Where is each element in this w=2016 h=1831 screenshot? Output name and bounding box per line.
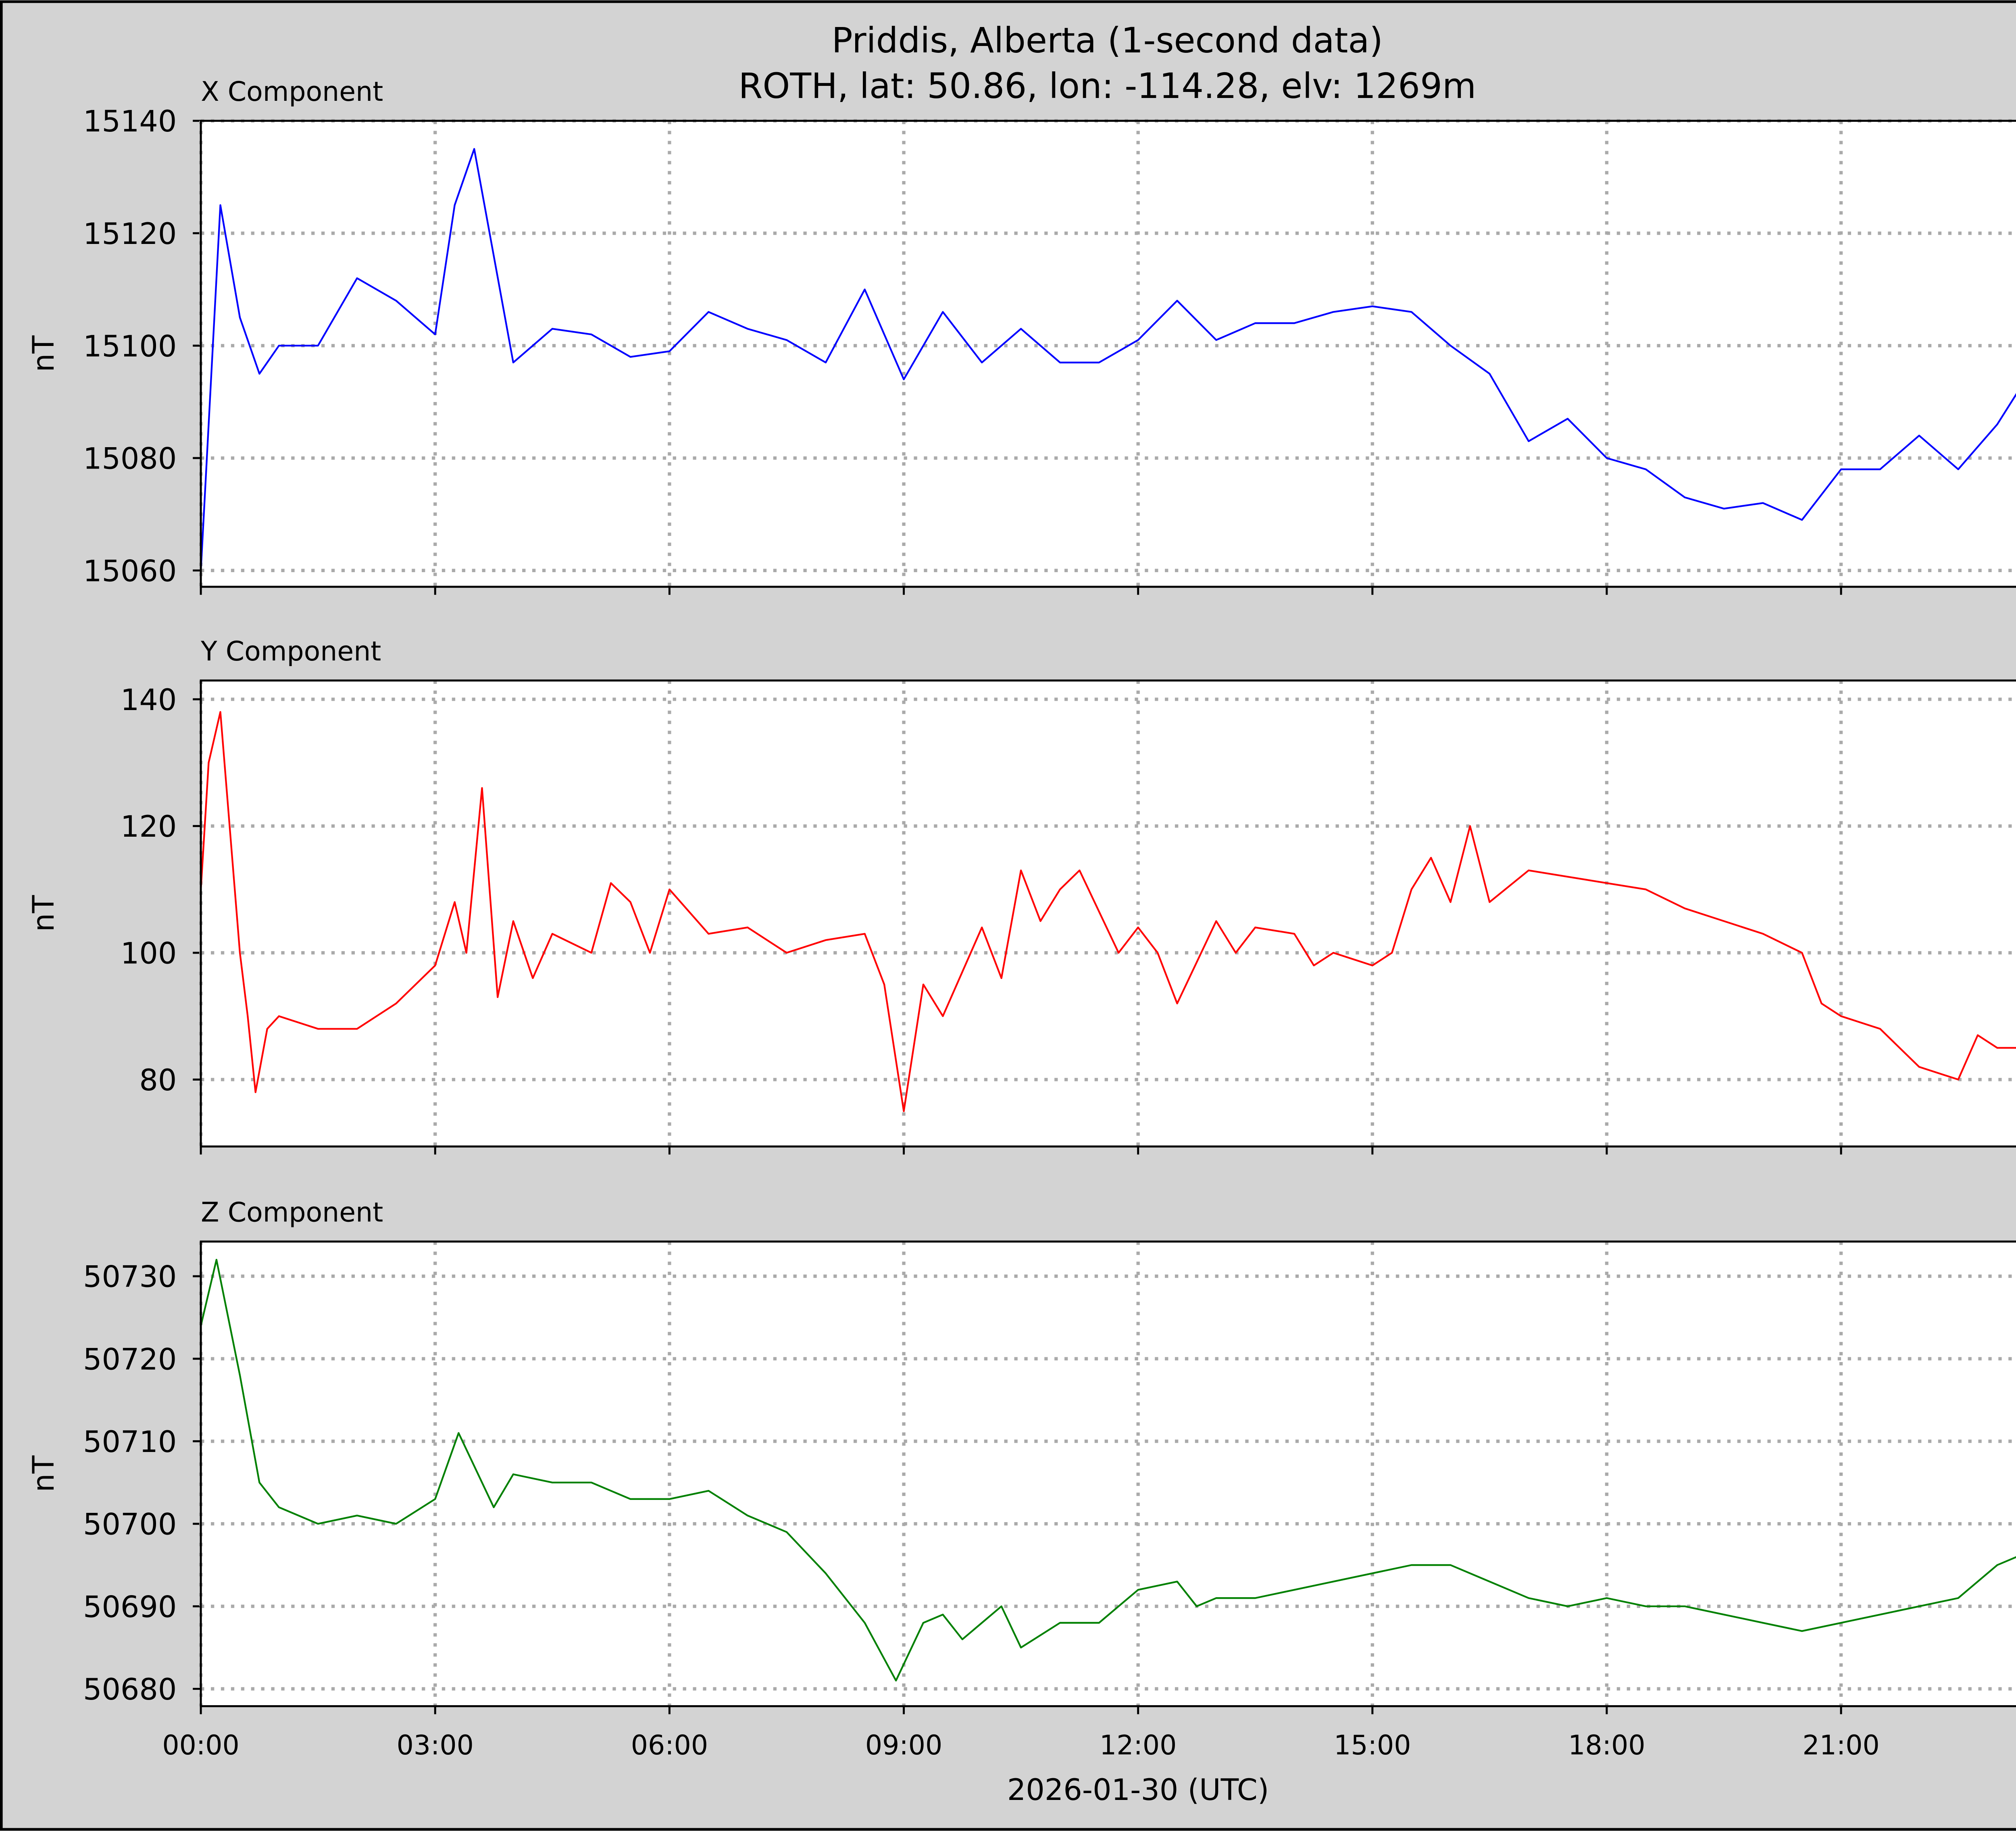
panel-title: Y Component: [200, 635, 381, 667]
panel-title: Z Component: [201, 1196, 383, 1228]
x-tick-label: 15:00: [1334, 1729, 1411, 1761]
x-tick-label: 18:00: [1568, 1729, 1645, 1761]
y-tick-label: 15140: [83, 104, 177, 139]
x-tick-label: 09:00: [865, 1729, 942, 1761]
y-tick-label: 50680: [83, 1673, 177, 1707]
plot-frame: [200, 1240, 2016, 1707]
x-tick-label: 06:00: [631, 1729, 708, 1761]
y-tick-label: 120: [121, 810, 177, 844]
figure-subtitle: ROTH, lat: 50.86, lon: -114.28, elv: 126…: [738, 66, 1476, 106]
plot-frame: [200, 679, 2016, 1148]
y-axis-label: nT: [27, 335, 61, 372]
y-axis-label: nT: [27, 895, 61, 932]
y-tick-label: 50730: [83, 1260, 177, 1294]
series-line: [200, 711, 2016, 1112]
y-tick-label: 50700: [83, 1508, 177, 1542]
y-tick-label: 15100: [83, 329, 177, 364]
series-line: [200, 1258, 2016, 1682]
x-tick-label: 12:00: [1100, 1729, 1177, 1761]
plot-frame: [200, 120, 2016, 588]
plot-area: [201, 680, 2016, 1147]
y-tick-label: 15120: [83, 217, 177, 251]
plot-area: [201, 1241, 2016, 1706]
y-tick-label: 140: [121, 683, 177, 717]
y-tick-label: 15060: [83, 554, 177, 588]
y-axis-label: nT: [27, 1455, 61, 1492]
x-tick-label: 00:00: [162, 1729, 239, 1761]
x-axis-label: 2026-01-30 (UTC): [1007, 1773, 1269, 1807]
y-tick-label: 50710: [83, 1425, 177, 1459]
y-tick-label: 50690: [83, 1590, 177, 1624]
y-tick-label: 15080: [83, 442, 177, 476]
panel-title: X Component: [201, 76, 383, 107]
figure-title: Priddis, Alberta (1-second data): [832, 21, 1383, 61]
x-tick-label: 21:00: [1802, 1729, 1879, 1761]
plot-area: [201, 121, 2016, 587]
y-tick-label: 100: [121, 937, 177, 971]
series-line: [200, 148, 2016, 571]
y-tick-label: 80: [139, 1063, 177, 1098]
y-tick-label: 50720: [83, 1342, 177, 1377]
x-tick-label: 03:00: [397, 1729, 474, 1761]
